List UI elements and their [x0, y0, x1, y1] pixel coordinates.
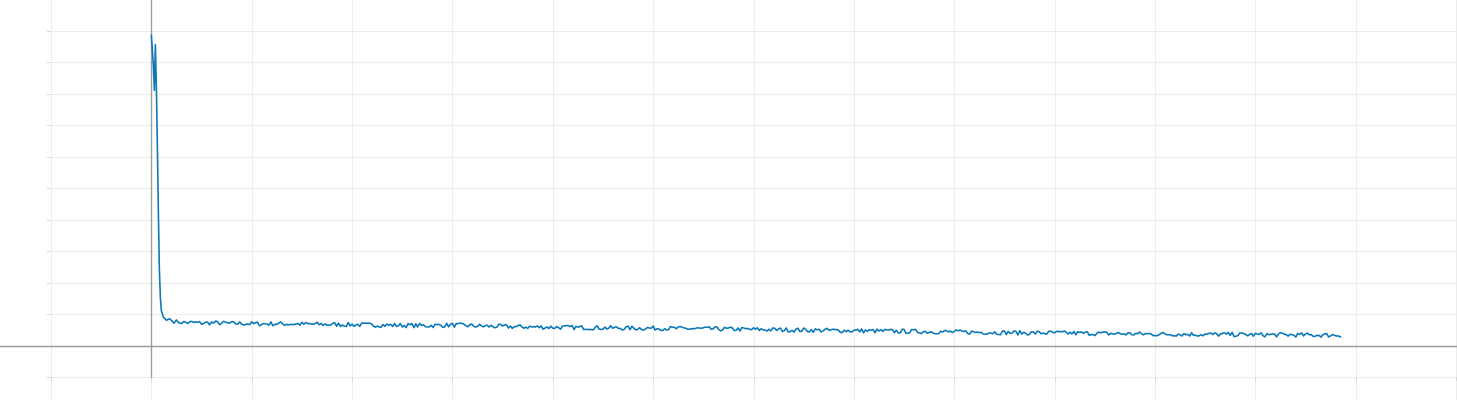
series-line-0: [150, 34, 1342, 338]
grid: [51, 0, 1457, 400]
axes: [0, 0, 1457, 378]
series-layer: [150, 34, 1342, 338]
